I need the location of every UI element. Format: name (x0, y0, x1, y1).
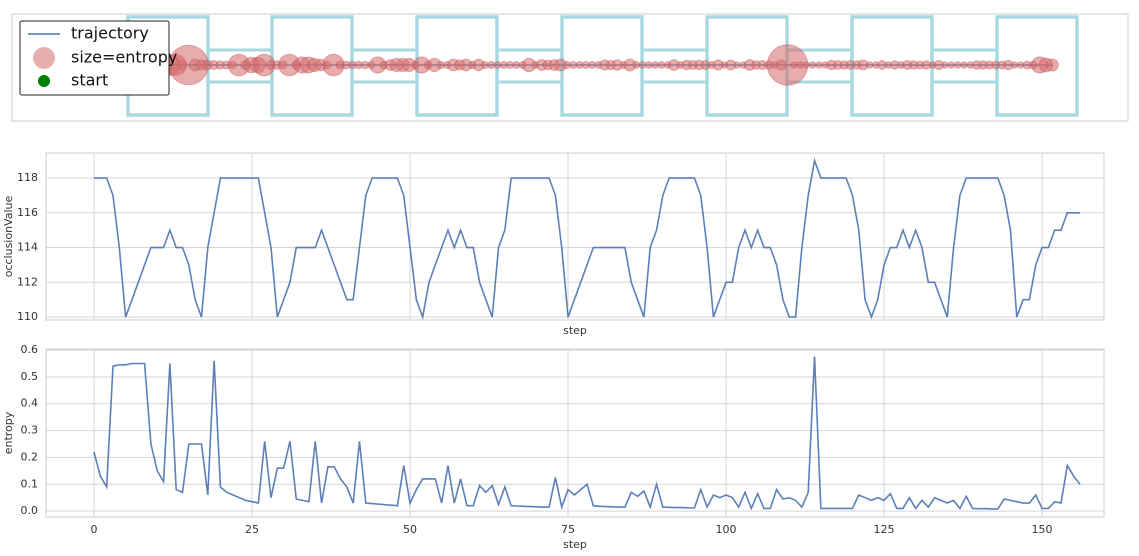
entropy-point (865, 61, 874, 69)
y-tick-label: 114 (17, 241, 38, 254)
y-tick-label: 118 (17, 171, 38, 184)
entropy-point (808, 61, 817, 69)
x-tick-label: 25 (245, 523, 259, 536)
y-tick-label: 0.1 (21, 477, 39, 490)
entropy-point (953, 61, 962, 69)
x-tick-label: 125 (874, 523, 895, 536)
entropy-point (733, 61, 741, 69)
y-tick-label: 112 (17, 275, 38, 288)
x-tick-label: 75 (561, 523, 575, 536)
y-tick-label: 110 (17, 310, 38, 323)
y-tick-label: 0.6 (21, 343, 39, 356)
entropy-point (960, 61, 968, 69)
y-tick-label: 0.3 (21, 424, 39, 437)
legend-start (38, 75, 50, 87)
x-axis-label: step (563, 324, 587, 337)
entropy-point (815, 61, 823, 69)
y-tick-label: 116 (17, 206, 38, 219)
y-tick-label: 0.5 (21, 370, 39, 383)
series-line (93, 356, 1081, 511)
legend-bubble (33, 47, 55, 69)
y-axis-label: occlusionValue (2, 195, 15, 277)
y-tick-label: 0.2 (21, 450, 39, 463)
entropy-point (790, 61, 798, 69)
entropy-point (638, 61, 647, 69)
entropy-point (1045, 58, 1059, 72)
y-tick-label: 0.0 (21, 504, 39, 517)
x-tick-label: 150 (1032, 523, 1053, 536)
entropy-point (796, 61, 804, 69)
entropy-point (1010, 61, 1019, 69)
x-tick-label: 0 (91, 523, 98, 536)
y-tick-label: 0.4 (21, 397, 39, 410)
legend-label: size=entropy (71, 48, 177, 67)
entropy-point (802, 61, 811, 69)
entropy-point (644, 61, 653, 69)
y-axis-label: entropy (2, 411, 15, 454)
series-line (94, 157, 1080, 321)
x-axis-label: step (563, 538, 587, 551)
entropy-point (941, 61, 949, 69)
x-tick-label: 100 (716, 523, 737, 536)
plot-area (45, 152, 1105, 321)
plot-area (45, 348, 1105, 518)
legend-label: trajectory (71, 24, 149, 43)
entropy-point (947, 61, 956, 69)
entropy-point (657, 61, 666, 69)
entropy-point (651, 61, 660, 69)
legend-label: start (71, 71, 108, 90)
legend-box (19, 20, 170, 96)
x-tick-label: 50 (403, 523, 417, 536)
